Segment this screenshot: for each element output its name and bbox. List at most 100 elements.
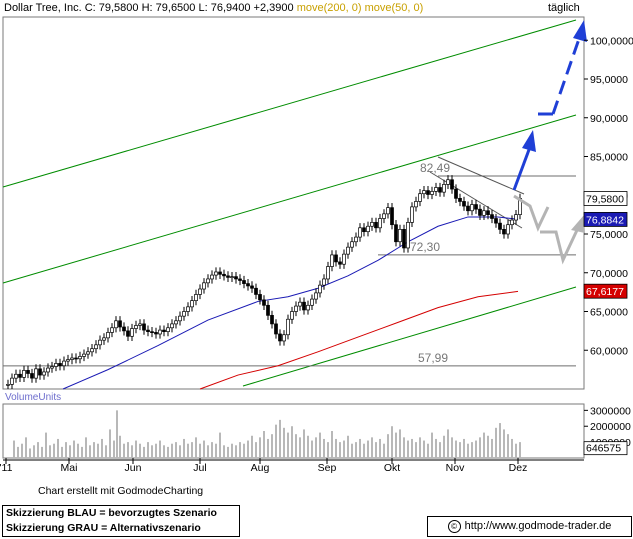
ma50-label: move(50, 0) [364,2,424,14]
ma200-line [199,290,519,390]
price-candle [438,187,442,193]
price-candle [182,311,186,317]
price-candle [338,261,342,265]
volume-tick-label: 2000000 [590,421,631,433]
price-candle [218,271,222,275]
price-candle [302,301,306,311]
price-candle [34,368,38,379]
price-candle [350,241,354,248]
price-candle [298,301,302,307]
price-candle [66,359,70,362]
price-badge-label: 79,5800 [586,194,624,206]
price-candle [154,332,158,335]
x-tick-label: Jun [125,462,142,474]
price-candle [498,222,502,230]
price-candle [346,246,350,255]
price-candle [450,179,454,190]
price-candle [126,330,130,337]
price-candle [406,222,410,249]
price-candle [290,311,294,320]
price-candle [82,353,86,357]
price-candle [342,253,346,265]
price-badge-label: 67,6177 [586,286,624,298]
price-candle [210,274,214,280]
price-candle [142,323,146,331]
price-candle [54,363,58,367]
price-candle [418,193,422,202]
price-candle [14,373,18,379]
level-label: 57,99 [418,351,448,365]
volume-tick-label: 3000000 [590,405,631,417]
price-candle [118,320,122,328]
price-candle [6,384,10,386]
price-candle [134,325,138,329]
scenario-gray-leg1 [513,194,550,232]
source-url[interactable]: http://www.godmode-trader.de [464,520,612,532]
price-candle [506,224,510,235]
price-candle [306,304,310,311]
price-candle [230,276,234,278]
scenario-blue-leg1 [512,146,532,191]
price-candle [150,331,154,333]
price-badge [583,283,628,299]
channel-line-2 [2,114,577,284]
price-candle [486,210,490,215]
price-candle [426,190,430,195]
price-candle [258,294,262,301]
price-candle [482,210,486,216]
price-candle [242,280,246,284]
price-candle [326,266,330,280]
price-candle [130,328,134,337]
price-candle [370,222,374,227]
price-candle [478,208,482,216]
chart-header: Dollar Tree, Inc. C: 79,5800 H: 79,6500 … [4,2,423,14]
price-candle [378,218,382,229]
price-candle [214,271,218,276]
legend-blue: Skizzierung BLAU = bevorzugtes Szenario [6,507,217,519]
price-candle [246,283,250,287]
price-candle [166,327,170,332]
price-candle [58,363,62,367]
price-candle [330,254,334,267]
price-candle [310,298,314,306]
price-badge [583,191,628,206]
price-candle [174,320,178,325]
level-label: 72,30 [410,240,440,254]
price-candle [250,285,254,289]
y-tick-label: 90,0000 [590,113,628,125]
price-candle [358,227,362,238]
price-candle [22,370,26,378]
price-candle [102,337,106,341]
price-candle [122,326,126,332]
volume-badge-label: 646575 [586,443,621,455]
frequency-label: täglich [548,2,580,14]
price-candle [262,299,266,306]
price-badge-label: 76,8842 [586,214,624,226]
volume-badge [583,441,628,456]
price-candle [374,222,378,229]
x-tick-label: Dez [509,462,528,474]
ma50-line [62,216,519,390]
price-candle [382,213,386,219]
price-candle [110,327,114,333]
price-candle [270,315,274,325]
price-candle [106,332,110,339]
price-candle [274,323,278,335]
price-candle [318,284,322,294]
price-candle [198,288,202,295]
price-candle [226,275,230,278]
x-tick-label: '11 [0,462,13,474]
price-candle [458,198,462,202]
price-candle [114,320,118,329]
y-tick-label: 60,0000 [590,345,628,357]
source-link[interactable]: © http://www.godmode-trader.de [427,516,632,537]
price-candle [454,188,458,199]
price-candle [170,323,174,329]
price-candle [238,278,242,281]
price-candle [474,204,478,210]
x-tick-label: Mai [61,462,78,474]
price-candle [398,229,402,243]
price-candle [98,339,102,346]
stock-name: Dollar Tree, Inc. [4,2,82,14]
